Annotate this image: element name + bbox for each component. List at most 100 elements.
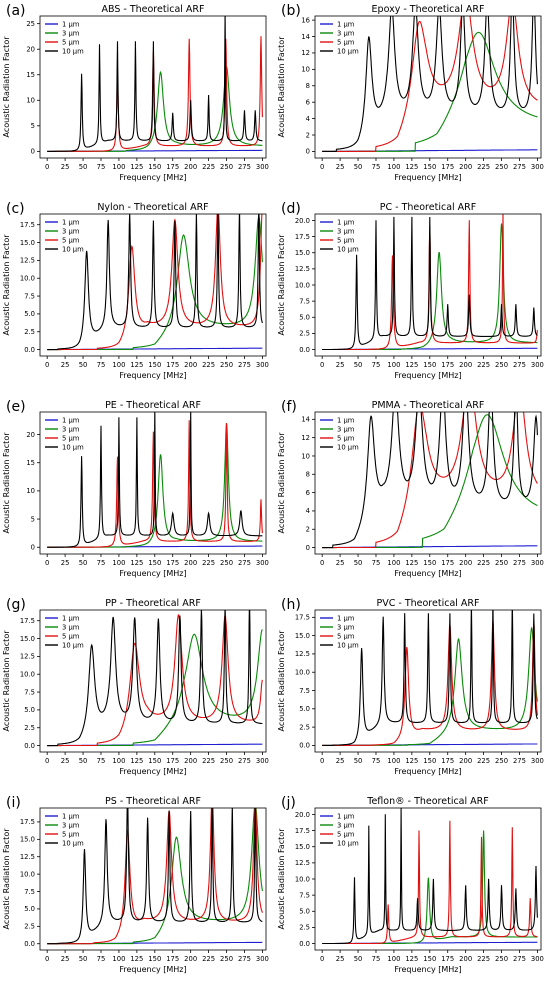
legend-label: 3 µm (337, 821, 355, 829)
plot-area (322, 808, 538, 945)
y-tick-label: 15 (26, 459, 35, 467)
x-tick-label: 150 (423, 955, 436, 963)
x-tick-label: 100 (387, 757, 400, 765)
y-tick-label: 15 (26, 71, 35, 79)
y-tick-label: 15.0 (20, 635, 35, 643)
y-tick-label: 12.5 (20, 653, 35, 661)
x-tick-label: 100 (387, 361, 400, 369)
y-tick-label: 15.0 (295, 632, 310, 640)
x-tick-label: 0 (320, 163, 324, 171)
x-axis-label: Frequency [MHz] (119, 965, 186, 974)
x-tick-label: 200 (459, 757, 472, 765)
y-tick-label: 7.5 (24, 888, 35, 896)
panel-label: (b) (281, 3, 301, 19)
legend-label: 1 µm (337, 20, 355, 28)
series-line (322, 610, 538, 746)
y-tick-label: 17.5 (295, 827, 310, 835)
legend-label: 1 µm (337, 812, 355, 820)
axes-frame (39, 807, 267, 951)
legend-label: 10 µm (62, 839, 84, 847)
x-tick-label: 100 (112, 559, 125, 567)
legend-label: 1 µm (62, 614, 80, 622)
legend-label: 10 µm (337, 47, 359, 55)
y-tick-label: 12.5 (295, 265, 310, 273)
x-tick-label: 25 (61, 361, 70, 369)
chart-title: PS - Theoretical ARF (105, 796, 201, 807)
series-line (47, 16, 263, 152)
legend-label: 5 µm (337, 38, 355, 46)
x-tick-label: 225 (202, 361, 215, 369)
series-line (47, 613, 263, 747)
x-tick-label: 250 (495, 757, 508, 765)
panel-label: (g) (6, 597, 26, 613)
x-tick-label: 75 (97, 361, 106, 369)
y-tick-label: 0.0 (24, 940, 35, 948)
y-tick-label: 6 (306, 98, 310, 106)
y-tick-label: 12.5 (20, 853, 35, 861)
x-tick-label: 275 (513, 559, 526, 567)
x-tick-label: 150 (148, 361, 161, 369)
y-tick-label: 20 (26, 431, 35, 439)
y-tick-label: 7.5 (299, 891, 310, 899)
x-tick-label: 150 (423, 757, 436, 765)
legend-label: 3 µm (62, 425, 80, 433)
x-tick-label: 50 (354, 361, 363, 369)
y-axis-label: Acoustic Radiation Factor (2, 630, 11, 732)
chart-title: Teflon® - Theoretical ARF (366, 796, 488, 807)
legend-label: 3 µm (337, 623, 355, 631)
x-tick-label: 0 (45, 955, 49, 963)
x-axis-label: Frequency [MHz] (119, 569, 186, 578)
y-tick-label: 12 (301, 434, 310, 442)
legend-label: 5 µm (337, 632, 355, 640)
x-axis-label: Frequency [MHz] (394, 371, 461, 380)
x-tick-label: 25 (336, 361, 345, 369)
x-tick-label: 100 (387, 955, 400, 963)
x-tick-label: 100 (387, 163, 400, 171)
y-tick-label: 16 (301, 16, 310, 24)
x-tick-label: 50 (79, 559, 88, 567)
x-tick-label: 0 (45, 757, 49, 765)
legend-label: 5 µm (62, 38, 80, 46)
x-tick-label: 300 (256, 361, 269, 369)
y-tick-label: 25 (26, 20, 35, 28)
x-tick-label: 300 (531, 757, 544, 765)
legend-label: 5 µm (62, 632, 80, 640)
x-tick-label: 150 (148, 163, 161, 171)
x-tick-label: 300 (531, 955, 544, 963)
y-tick-label: 0.0 (299, 346, 310, 354)
y-axis-label: Acoustic Radiation Factor (2, 36, 11, 138)
series-line (47, 808, 263, 945)
x-axis-label: Frequency [MHz] (394, 173, 461, 182)
y-tick-label: 5.0 (24, 706, 35, 714)
x-axis-label: Frequency [MHz] (394, 965, 461, 974)
chart-panel: (g) PP - Theoretical ARF 0 25 50 75 100 125 150 1… (2, 597, 269, 776)
x-tick-label: 275 (238, 955, 251, 963)
legend-label: 10 µm (62, 641, 84, 649)
axes-frame (39, 411, 267, 555)
x-tick-label: 300 (531, 163, 544, 171)
y-tick-label: 10.0 (20, 870, 35, 878)
x-tick-label: 125 (405, 163, 418, 171)
x-tick-label: 75 (372, 163, 381, 171)
x-tick-label: 275 (513, 361, 526, 369)
axes-frame (314, 15, 542, 159)
x-tick-label: 150 (423, 559, 436, 567)
legend-label: 5 µm (337, 236, 355, 244)
series-line (47, 412, 263, 548)
x-tick-label: 50 (354, 955, 363, 963)
y-tick-label: 14 (301, 416, 310, 424)
y-tick-label: 10 (301, 66, 310, 74)
axes-frame (314, 213, 542, 357)
legend-label: 5 µm (62, 434, 80, 442)
y-tick-label: 10 (26, 487, 35, 495)
chart-panel: (d) PC - Theoretical ARF 0 25 50 75 100 125 150 1… (277, 201, 544, 380)
x-tick-label: 50 (354, 559, 363, 567)
y-tick-label: 17.5 (295, 614, 310, 622)
y-tick-label: 5.0 (24, 905, 35, 913)
plot-area (47, 16, 263, 152)
